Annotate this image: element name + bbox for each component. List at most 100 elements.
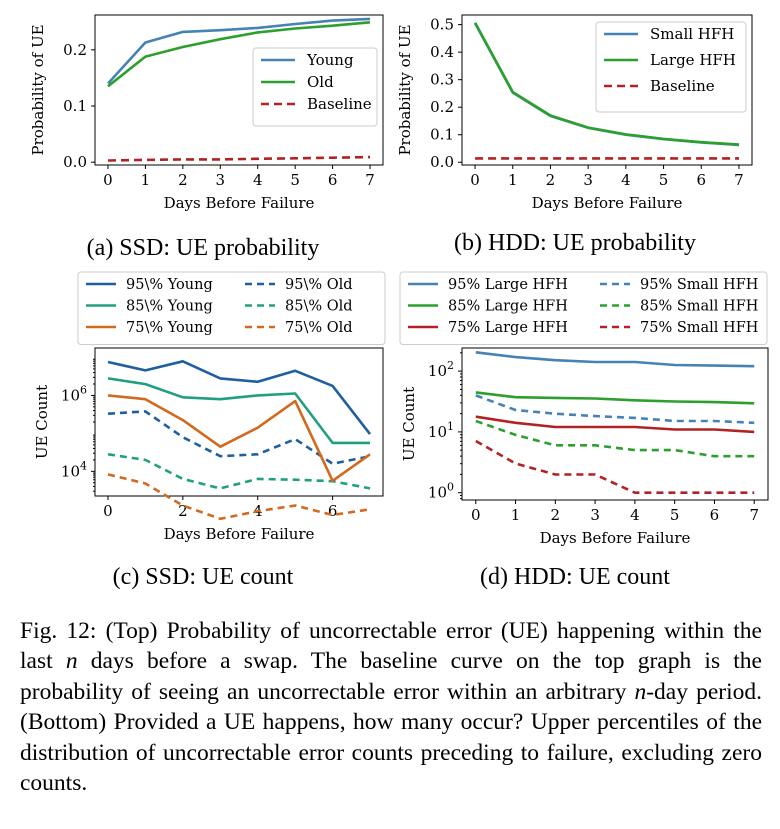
caption-label: Fig. 12: bbox=[20, 618, 97, 644]
legend-label: 85\% Old bbox=[285, 299, 353, 315]
figure-12: 0 1 2 3 4 5 6 7 0.0 0.1 0.2 Days Before Failure Prob… bbox=[29, 14, 769, 590]
series-line bbox=[475, 394, 755, 425]
x-tick-label: 2 bbox=[546, 171, 556, 189]
caption-part-3: -day period. (Bottom) Provided a UE happ… bbox=[20, 678, 762, 797]
series-line bbox=[473, 22, 740, 146]
y-axis-label: Probability of UE bbox=[396, 24, 414, 155]
series-line bbox=[107, 377, 370, 445]
y-tick-label: 0.3 bbox=[430, 71, 454, 89]
x-tick-label: 4 bbox=[621, 171, 631, 189]
legend-label: Baseline bbox=[307, 95, 372, 113]
subfigure-caption: (a) SSD: UE probability bbox=[87, 235, 320, 261]
x-tick-label: 6 bbox=[328, 171, 338, 189]
x-axis-label: Days Before Failure bbox=[164, 194, 315, 212]
y-tick-label: 101 bbox=[428, 420, 454, 441]
series-line bbox=[475, 415, 755, 434]
chart-b: 0 1 2 3 4 5 6 7 0.0 0.1 0.2 0.3 0.4 0.5 Days Before Fa… bbox=[396, 14, 753, 256]
legend-label: Small HFH bbox=[650, 25, 734, 43]
x-tick-label: 2 bbox=[178, 502, 188, 520]
legend-label: 75\% Young bbox=[126, 320, 213, 336]
y-axis-label: UE Count bbox=[400, 387, 418, 461]
y-axis-label: UE Count bbox=[33, 385, 51, 459]
legend-label: 85% Large HFH bbox=[448, 299, 568, 315]
y-tick-label: 104 bbox=[61, 459, 87, 480]
x-tick-label: 2 bbox=[551, 506, 561, 524]
x-tick-label: 3 bbox=[216, 171, 226, 189]
x-tick-label: 6 bbox=[710, 506, 720, 524]
series-line bbox=[107, 21, 371, 88]
y-axis-label: Probability of UE bbox=[29, 24, 47, 155]
x-axis-label: Days Before Failure bbox=[532, 194, 683, 212]
y-tick-label: 0.1 bbox=[430, 126, 454, 144]
legend-label: 95\% Young bbox=[126, 277, 213, 293]
x-tick-label: 0 bbox=[470, 171, 480, 189]
series-line bbox=[107, 453, 371, 490]
caption-part-2: days before a swap. The baseline curve o… bbox=[20, 648, 762, 705]
y-tick-label: 106 bbox=[61, 383, 87, 404]
legend-label: 75\% Old bbox=[285, 320, 353, 336]
x-tick-label: 0 bbox=[471, 506, 481, 524]
x-tick-label: 1 bbox=[508, 171, 518, 189]
x-tick-label: 7 bbox=[365, 171, 375, 189]
y-tick-label: 0.1 bbox=[63, 97, 87, 115]
series-line bbox=[107, 394, 371, 483]
x-tick-label: 7 bbox=[734, 171, 744, 189]
y-tick-label: 0.0 bbox=[430, 153, 454, 171]
plot-frame bbox=[461, 14, 753, 166]
x-tick-label: 3 bbox=[583, 171, 593, 189]
caption-n-1: n bbox=[65, 648, 78, 675]
x-axis-label: Days Before Failure bbox=[540, 529, 691, 547]
series-line bbox=[107, 359, 372, 435]
legend-box bbox=[595, 21, 747, 113]
series-line bbox=[475, 439, 755, 495]
legend-label: Baseline bbox=[650, 77, 715, 95]
legend-label: 95\% Old bbox=[285, 277, 353, 293]
legend-label: Young bbox=[306, 51, 354, 69]
y-tick-label: 0.5 bbox=[430, 16, 454, 34]
x-tick-label: 5 bbox=[290, 171, 300, 189]
legend-box bbox=[399, 271, 768, 345]
series-line bbox=[107, 473, 371, 521]
subfigure-caption: (c) SSD: UE count bbox=[113, 564, 294, 590]
legend-label: 85% Small HFH bbox=[640, 299, 758, 315]
chart-a: 0 1 2 3 4 5 6 7 0.0 0.1 0.2 Days Before Failure Prob… bbox=[29, 14, 384, 261]
subfigure-caption: (b) HDD: UE probability bbox=[454, 230, 696, 256]
legend-label: 75% Large HFH bbox=[448, 320, 568, 336]
plot-frame bbox=[94, 14, 384, 166]
x-tick-label: 6 bbox=[696, 171, 706, 189]
series-line bbox=[107, 155, 371, 162]
x-tick-label: 0 bbox=[103, 502, 113, 520]
plot-frame bbox=[94, 347, 384, 497]
x-tick-label: 3 bbox=[590, 506, 600, 524]
x-tick-label: 0 bbox=[103, 171, 113, 189]
y-tick-label: 100 bbox=[428, 481, 454, 502]
x-tick-label: 4 bbox=[630, 506, 640, 524]
series-line bbox=[475, 351, 755, 368]
legend-box bbox=[252, 47, 378, 127]
subfigure-caption: (d) HDD: UE count bbox=[480, 564, 670, 590]
chart-d: 0 1 2 3 4 5 6 7 100 101 102 Days Before Failure UE C… bbox=[399, 271, 769, 590]
x-tick-label: 4 bbox=[253, 171, 263, 189]
y-tick-label: 0.2 bbox=[63, 41, 87, 59]
y-tick-label: 102 bbox=[428, 359, 454, 380]
series-line bbox=[475, 391, 755, 405]
x-tick-label: 1 bbox=[511, 506, 521, 524]
legend-label: 95% Large HFH bbox=[448, 277, 568, 293]
caption-part-1: (Top) Probability of uncorrectable error… bbox=[20, 618, 762, 675]
caption-n-2: n bbox=[634, 678, 647, 705]
x-tick-label: 7 bbox=[749, 506, 759, 524]
series-line bbox=[107, 410, 371, 466]
y-tick-label: 0.2 bbox=[430, 98, 454, 116]
legend-label: Old bbox=[307, 73, 334, 91]
x-axis-label: Days Before Failure bbox=[164, 525, 315, 543]
x-tick-label: 1 bbox=[141, 171, 151, 189]
x-tick-label: 2 bbox=[178, 171, 188, 189]
legend-label: Large HFH bbox=[650, 51, 736, 69]
x-tick-label: 5 bbox=[670, 506, 680, 524]
plot-frame bbox=[461, 347, 769, 501]
y-tick-label: 0.4 bbox=[430, 43, 454, 61]
y-tick-label: 0.0 bbox=[63, 153, 87, 171]
legend-label: 95% Small HFH bbox=[640, 277, 758, 293]
x-tick-label: 6 bbox=[328, 502, 338, 520]
